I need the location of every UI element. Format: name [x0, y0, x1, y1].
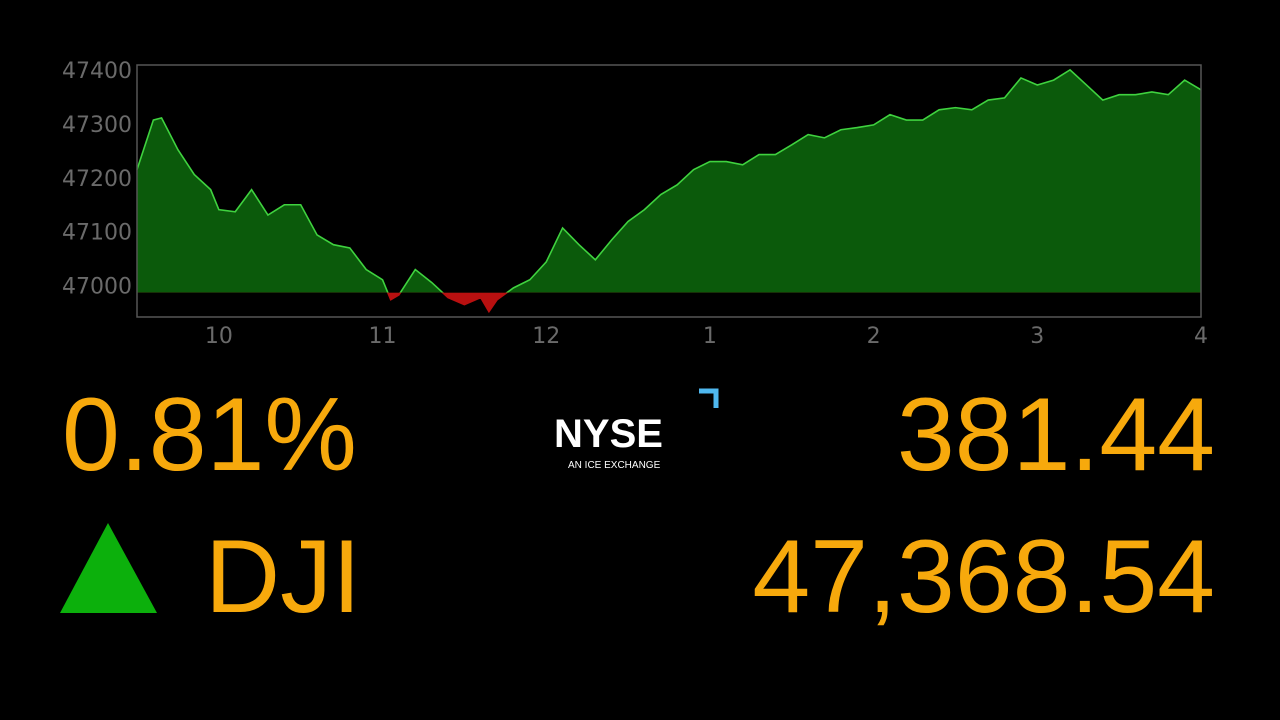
x-tick-label: 11 [369, 324, 397, 349]
y-tick-label: 47300 [62, 113, 132, 138]
area-below [387, 292, 507, 312]
price: 47,368.54 [752, 519, 1215, 635]
y-tick-label: 47200 [62, 167, 132, 192]
x-tick-label: 3 [1030, 324, 1044, 349]
logo-name: NYSE [554, 412, 663, 456]
direction-arrow [60, 523, 157, 613]
x-tick-label: 4 [1194, 324, 1208, 349]
point-change: 381.44 [897, 377, 1215, 493]
y-tick-label: 47400 [62, 59, 132, 84]
x-tick-label: 12 [532, 324, 560, 349]
area-above [137, 69, 1201, 293]
x-tick-label: 1 [703, 324, 717, 349]
logo-tagline: AN ICE EXCHANGE [568, 460, 661, 471]
price-line [136, 68, 1202, 293]
symbol: DJI [205, 519, 361, 635]
plot-frame [136, 64, 1202, 318]
y-tick-label: 47100 [62, 221, 132, 246]
y-tick-label: 47000 [62, 275, 132, 300]
nyse-logo: NYSE AN ICE EXCHANGE [554, 388, 719, 471]
x-tick-label: 2 [867, 324, 881, 349]
logo-corner [699, 388, 719, 408]
percent-change: 0.81% [62, 377, 357, 493]
x-tick-label: 10 [205, 324, 233, 349]
